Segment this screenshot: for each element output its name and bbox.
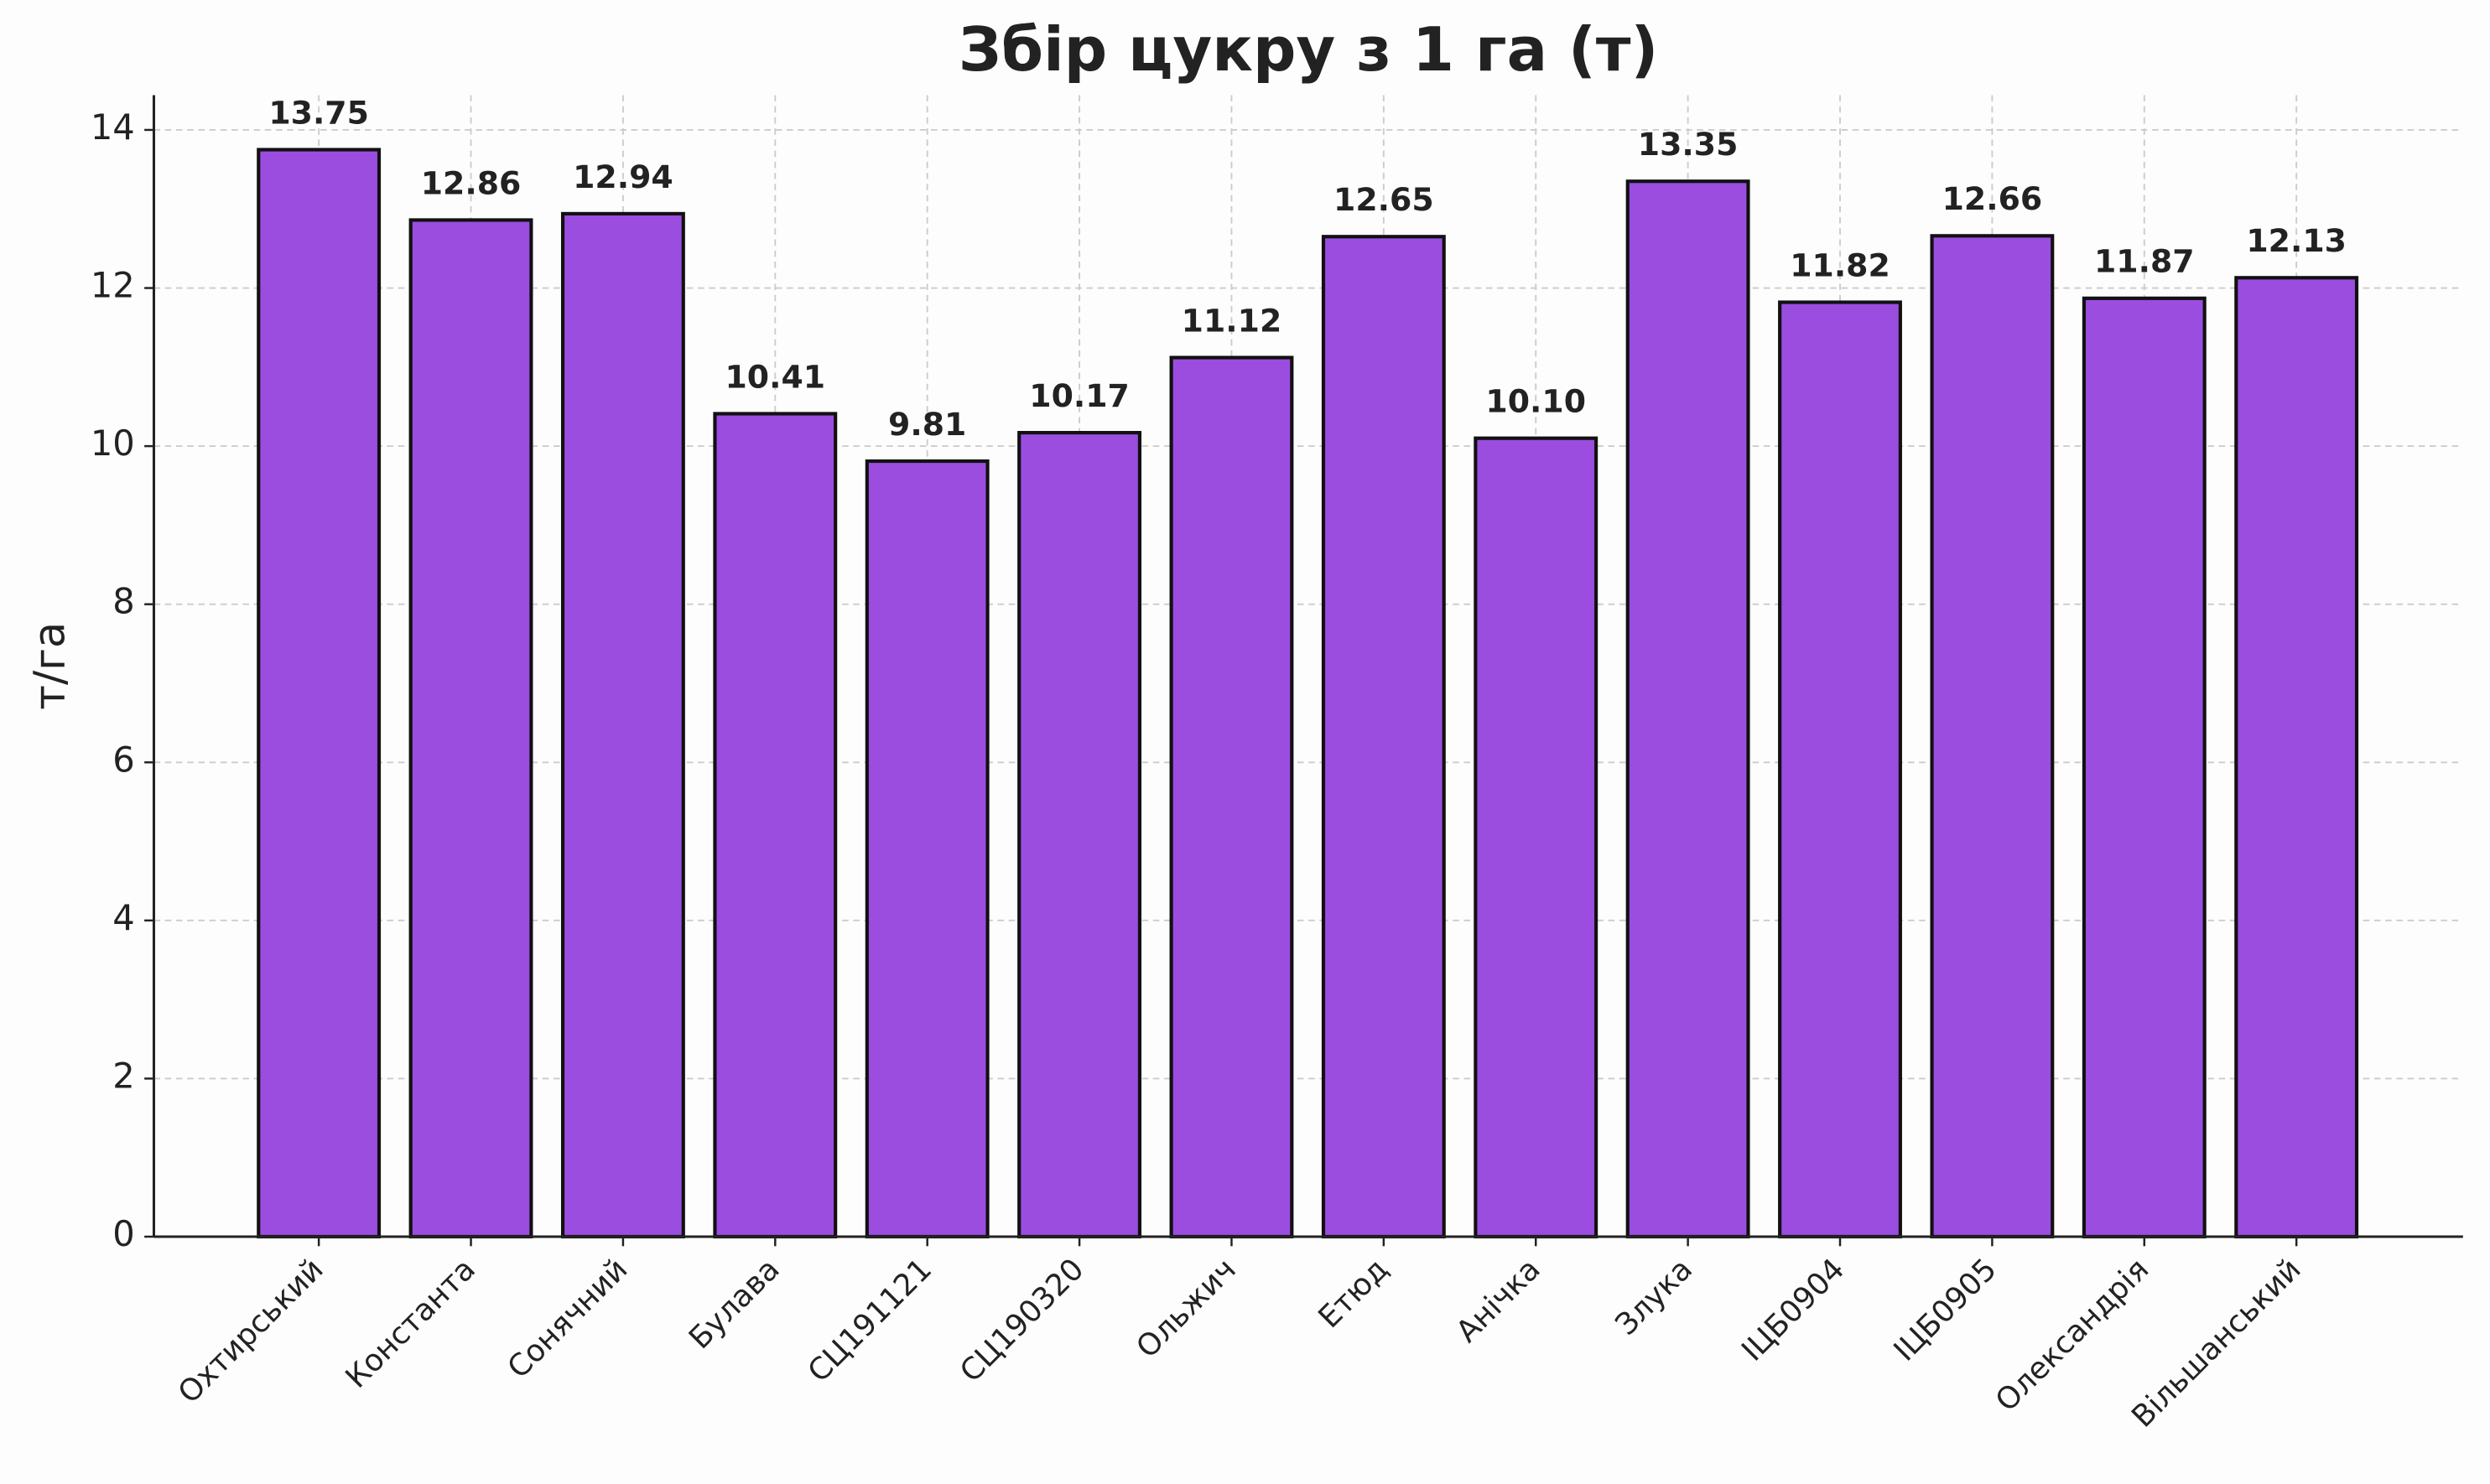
- value-label: 10.17: [1029, 377, 1130, 414]
- y-tick-label: 12: [91, 265, 135, 306]
- y-tick-label: 0: [112, 1213, 134, 1254]
- value-label: 11.12: [1182, 302, 1282, 339]
- value-label: 12.86: [421, 164, 522, 201]
- x-tick-label: СЦ190320: [954, 1252, 1090, 1388]
- x-tick-label: Вільшанський: [2125, 1252, 2307, 1434]
- x-tick-label: СЦ191121: [802, 1252, 938, 1388]
- x-tick-label: ІЦБ0905: [1888, 1252, 2004, 1367]
- x-tick-label: Охтирський: [172, 1252, 330, 1410]
- bar: [1474, 436, 1598, 1239]
- chart-title: Збір цукру з 1 га (т): [959, 14, 1658, 85]
- value-label: 9.81: [888, 406, 966, 443]
- x-tick-label: Олександрія: [1989, 1252, 2155, 1418]
- value-label: 10.41: [725, 358, 825, 395]
- bar: [2082, 296, 2207, 1239]
- bar: [1625, 179, 1750, 1239]
- bar: [560, 211, 685, 1239]
- x-tick-label: Етюд: [1313, 1252, 1396, 1335]
- bar: [2234, 276, 2359, 1239]
- bar: [1017, 430, 1142, 1239]
- x-tick-label: Булава: [683, 1252, 787, 1356]
- y-tick-label: 10: [91, 423, 135, 464]
- value-label: 11.82: [1790, 246, 1890, 283]
- value-label: 12.13: [2246, 222, 2347, 259]
- y-tick-label: 6: [112, 739, 134, 780]
- bar: [1321, 235, 1446, 1239]
- x-tick-label: Злука: [1609, 1252, 1699, 1341]
- x-tick-label: Ольжич: [1130, 1252, 1243, 1365]
- x-tick-label: ІЦБ0904: [1735, 1252, 1851, 1367]
- bar: [408, 218, 533, 1239]
- bar: [1169, 355, 1294, 1239]
- value-label: 12.66: [1942, 180, 2043, 217]
- value-label: 13.35: [1638, 126, 1739, 163]
- value-label: 11.87: [2094, 243, 2195, 280]
- y-tick-label: 14: [91, 106, 135, 148]
- bar: [1778, 300, 1902, 1239]
- bar: [713, 412, 838, 1239]
- bar: [257, 148, 382, 1239]
- value-label: 12.94: [573, 158, 673, 195]
- value-label: 12.65: [1333, 181, 1434, 218]
- x-tick-label: Сонячний: [502, 1252, 635, 1385]
- bar: [1930, 234, 2055, 1239]
- y-tick-label: 2: [112, 1055, 134, 1096]
- y-tick-label: 4: [112, 897, 134, 938]
- x-tick-label: Константа: [340, 1252, 482, 1394]
- value-label: 13.75: [268, 94, 369, 131]
- value-label: 10.10: [1485, 383, 1586, 420]
- y-tick-label: 8: [112, 581, 134, 622]
- bar: [865, 459, 990, 1239]
- x-tick-label: Анічка: [1450, 1252, 1547, 1349]
- y-axis-label: т/га: [25, 622, 75, 710]
